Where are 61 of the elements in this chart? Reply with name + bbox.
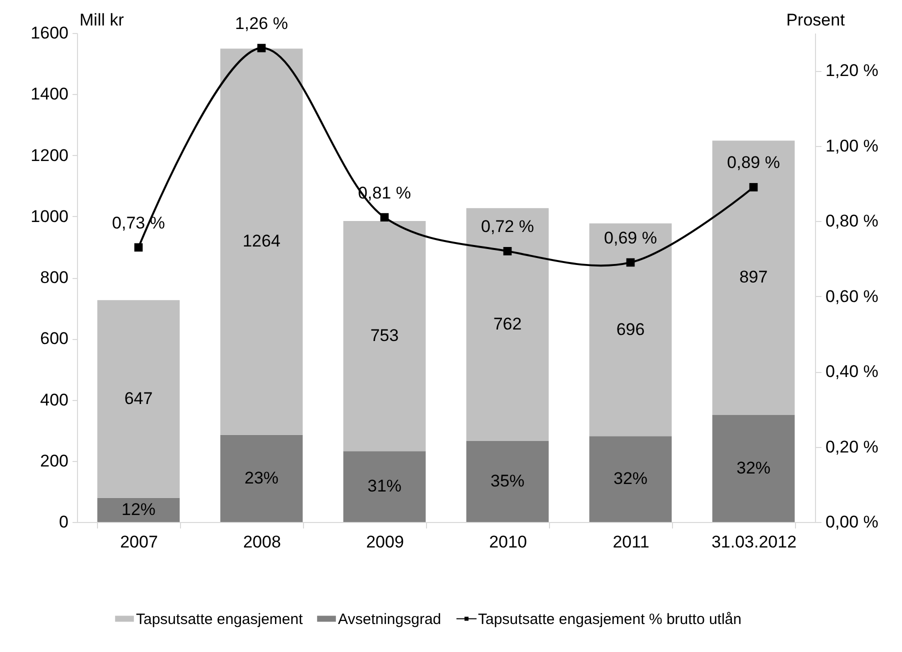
data-label: 897 bbox=[739, 268, 768, 287]
x-tick-label: 2008 bbox=[243, 532, 281, 552]
data-label: 0,69 % bbox=[604, 228, 657, 248]
y2-tick-label: 0,80 % bbox=[826, 212, 878, 231]
data-label: 696 bbox=[616, 320, 645, 339]
y2-tick-label: 0,60 % bbox=[826, 286, 878, 306]
point bbox=[626, 258, 635, 267]
bar bbox=[343, 451, 426, 522]
data-label: 762 bbox=[493, 314, 522, 334]
data-label: 0,89 % bbox=[727, 153, 780, 172]
y-tick-label: 0 bbox=[59, 512, 68, 532]
bar bbox=[220, 434, 303, 522]
annotation: 35% bbox=[490, 472, 525, 491]
x-tick-label: 2009 bbox=[366, 532, 404, 552]
y2-tick-label: 1,00 % bbox=[826, 136, 878, 156]
annotation: 23% bbox=[244, 468, 279, 488]
y-tick-label: 1200 bbox=[30, 146, 68, 165]
legend-label: Tapsutsatte engasjement % brutto utlån bbox=[478, 610, 742, 628]
y2-tick-label: 1,20 % bbox=[826, 61, 878, 80]
annotation: 32% bbox=[736, 458, 771, 478]
y2-tick-label: 0,00 % bbox=[826, 512, 878, 532]
y-tick-label: 1400 bbox=[30, 84, 68, 104]
data-label: 0,72 % bbox=[481, 217, 534, 236]
y-tick-label: 1000 bbox=[30, 206, 68, 226]
y-tick-label: 200 bbox=[40, 451, 68, 470]
y-tick-label: 600 bbox=[40, 329, 68, 348]
y2-tick-label: 0,40 % bbox=[826, 362, 878, 382]
bar bbox=[97, 300, 180, 498]
annotation: 31% bbox=[367, 476, 402, 496]
data-label: 1,26 % bbox=[235, 14, 288, 34]
y2-tick-label: 0,20 % bbox=[826, 437, 878, 456]
point bbox=[380, 213, 389, 222]
annotation: 32% bbox=[613, 469, 648, 488]
data-label: 1264 bbox=[242, 232, 280, 251]
x-tick-label: 2011 bbox=[612, 532, 650, 552]
y2-axis-title: Prosent bbox=[786, 10, 846, 30]
bar bbox=[589, 436, 672, 522]
bar bbox=[589, 223, 672, 436]
bar bbox=[466, 441, 549, 522]
legend-label: Tapsutsatte engasjement bbox=[136, 610, 304, 628]
y-axis-title: Mill kr bbox=[80, 10, 124, 30]
data-label: 647 bbox=[124, 388, 153, 408]
bar bbox=[97, 498, 180, 522]
point bbox=[257, 44, 266, 52]
point bbox=[749, 183, 758, 192]
y-tick-label: 400 bbox=[40, 390, 68, 410]
y-tick-label: 1600 bbox=[30, 24, 68, 42]
x-tick-label: 2007 bbox=[120, 532, 158, 552]
point bbox=[503, 246, 512, 256]
bar bbox=[466, 208, 549, 442]
bar bbox=[712, 140, 795, 415]
x-tick-label: 31.03.2012 bbox=[711, 532, 797, 552]
x-tick-label: 2010 bbox=[489, 532, 527, 552]
y-tick-label: 800 bbox=[40, 268, 68, 287]
bar bbox=[220, 48, 303, 435]
point bbox=[134, 243, 143, 252]
bar bbox=[712, 414, 795, 522]
bar bbox=[343, 220, 426, 452]
legend-label: Avsetningsgrad bbox=[338, 610, 442, 628]
annotation: 12% bbox=[121, 500, 156, 519]
data-label: 753 bbox=[370, 326, 399, 346]
